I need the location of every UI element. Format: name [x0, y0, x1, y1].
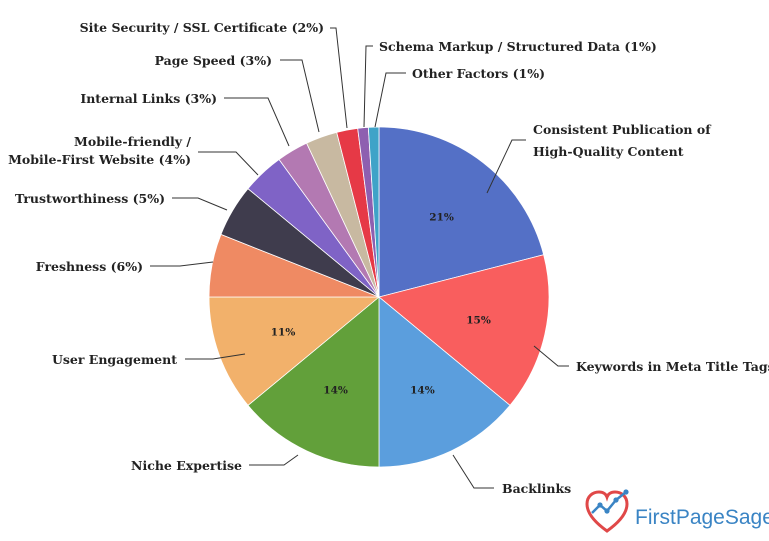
leader-line — [249, 454, 299, 466]
leader-line — [224, 97, 290, 147]
pie-slice-2 — [378, 254, 550, 406]
slice-label: Trustworthiness (5%) — [15, 191, 165, 206]
slice-label: Niche Expertise — [131, 458, 242, 473]
leader-line — [150, 261, 214, 267]
brand-logo: FirstPageSage — [585, 489, 769, 533]
pie-slices — [208, 126, 550, 468]
slice-label: Schema Markup / Structured Data (1%) — [379, 39, 657, 54]
pie-slice-5 — [208, 296, 381, 406]
slice-percent-label: 21% — [429, 211, 454, 223]
leader-line — [363, 45, 373, 128]
leader-line — [185, 353, 246, 360]
pie-slice-1 — [378, 126, 545, 298]
slice-label: Consistent Publication of High-Quality Co… — [533, 122, 712, 159]
slice-labels: Consistent Publication of High-Quality Co… — [8, 20, 769, 496]
leader-line — [172, 197, 228, 211]
leader-line — [452, 454, 494, 489]
leader-lines — [150, 27, 569, 489]
pie-slice-4 — [247, 296, 380, 468]
leader-line — [374, 72, 406, 128]
brand-name: FirstPageSage — [635, 506, 769, 529]
leader-line — [486, 139, 526, 194]
slice-label: User Engagement — [52, 352, 177, 367]
pie-slice-13 — [367, 126, 380, 298]
slice-percent-label: 14% — [323, 384, 348, 396]
slice-percent-label: 11% — [271, 327, 296, 339]
slice-label: Keywords in Meta Title Tags — [576, 359, 769, 374]
leader-line — [198, 151, 259, 176]
slice-label: Mobile-friendly / Mobile-First Website (4… — [8, 134, 191, 167]
slice-label: Page Speed (3%) — [155, 53, 272, 68]
percent-labels: 21% 15% 14% 14% 11% — [271, 211, 491, 396]
slice-percent-label: 14% — [410, 384, 435, 396]
leader-line — [330, 27, 348, 129]
slice-label: Site Security / SSL Certificate (2%) — [80, 20, 324, 35]
slice-label: Other Factors (1%) — [412, 66, 545, 81]
leader-line — [280, 59, 320, 133]
leader-line — [533, 345, 569, 367]
pie-slice-3 — [378, 296, 511, 468]
slice-label: Internal Links (3%) — [80, 91, 217, 106]
slice-label: Freshness (6%) — [36, 259, 143, 274]
heart-graph-icon — [585, 489, 629, 533]
slice-percent-label: 15% — [466, 314, 491, 326]
slice-label: Backlinks — [502, 481, 571, 496]
